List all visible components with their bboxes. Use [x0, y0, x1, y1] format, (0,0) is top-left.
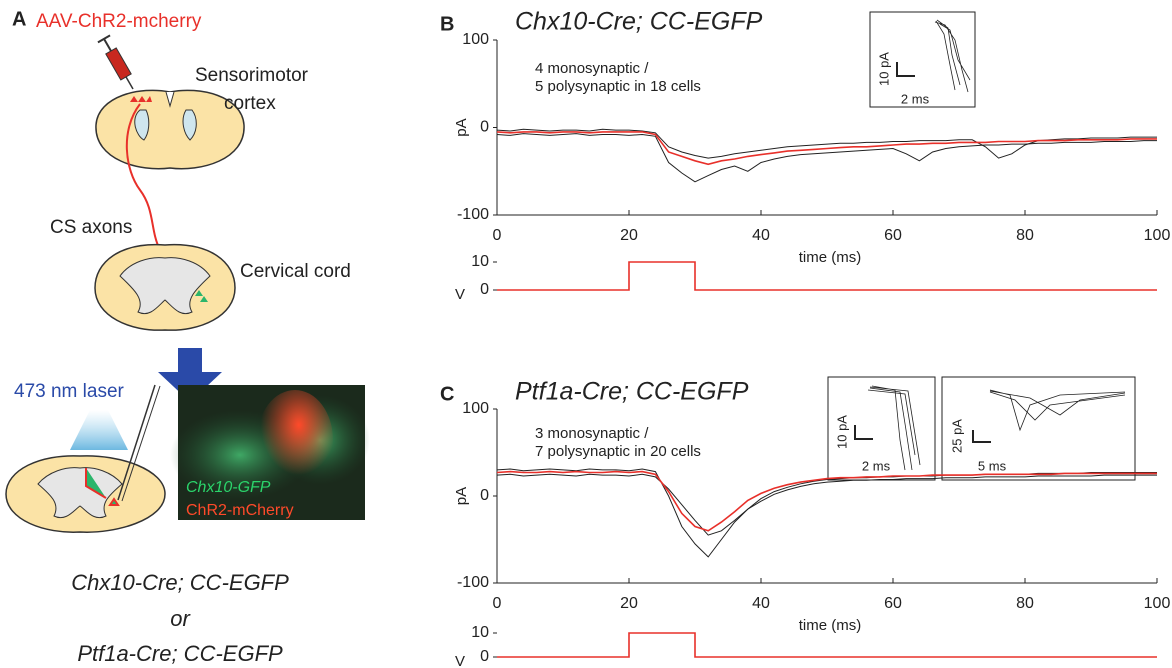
genotype: or — [170, 606, 191, 631]
y-axis-label: pA — [453, 487, 470, 505]
chart-title: Chx10-Cre; CC-EGFP — [515, 8, 763, 36]
panel-label: A — [12, 8, 26, 30]
x-tick-label: 20 — [620, 595, 638, 612]
panel-label: B — [440, 13, 454, 35]
x-tick-label: 80 — [1016, 227, 1034, 244]
inset — [827, 11, 1136, 481]
y-tick-label: -100 — [457, 574, 489, 591]
genotype: Ptf1a-Cre; CC-EGFP — [77, 641, 283, 666]
x-tick-label: 20 — [620, 227, 638, 244]
x-tick-label: 60 — [884, 595, 902, 612]
syringe — [97, 34, 134, 90]
y-tick-label: 0 — [480, 648, 489, 665]
y-tick-label: 100 — [462, 31, 489, 48]
x-axis-label: time (ms) — [799, 617, 862, 634]
x-tick-label: 40 — [752, 227, 770, 244]
y-tick-label: 0 — [480, 281, 489, 298]
image-label: Chx10-GFP — [186, 479, 271, 496]
annotation: 5 polysynaptic in 18 cells — [535, 78, 701, 95]
trace — [496, 473, 1157, 536]
x-tick-label: 0 — [493, 227, 502, 244]
cortex-label: Sensorimotor — [195, 65, 309, 86]
x-tick-label: 40 — [752, 595, 770, 612]
annotation: 3 monosynaptic / — [535, 425, 649, 442]
inset-y-scale: 10 pA — [834, 415, 849, 449]
trace — [497, 261, 1157, 291]
trace — [496, 133, 1157, 183]
y-tick-label: -100 — [457, 206, 489, 223]
inset-x-scale: 2 ms — [862, 458, 891, 473]
panel-a: A AAV-ChR2-mcherry Sensorimotor cortex C… — [5, 8, 370, 666]
x-tick-label: 0 — [493, 595, 502, 612]
inset-y-scale: 10 pA — [876, 52, 891, 86]
y-axis-label: V — [455, 286, 465, 303]
y-axis-label: V — [455, 653, 465, 668]
axons-label: CS axons — [50, 217, 132, 238]
annotation: 7 polysynaptic in 20 cells — [535, 443, 701, 460]
y-tick-label: 0 — [480, 119, 489, 136]
trace — [496, 131, 1157, 166]
annotation: 4 monosynaptic / — [535, 60, 649, 77]
brain-section — [95, 89, 245, 170]
x-tick-label: 100 — [1144, 227, 1171, 244]
trace — [496, 128, 1157, 159]
chart-title: Ptf1a-Cre; CC-EGFP — [515, 378, 749, 406]
trace — [496, 470, 1157, 532]
inset-x-scale: 5 ms — [978, 458, 1007, 473]
y-tick-label: 10 — [471, 624, 489, 641]
panel-label: C — [440, 383, 454, 405]
x-axis-label: time (ms) — [799, 249, 862, 266]
inset-y-scale: 25 pA — [949, 419, 964, 453]
virus-label: AAV-ChR2-mcherry — [36, 11, 202, 32]
cortex-label: cortex — [224, 93, 276, 114]
trace — [497, 632, 1157, 658]
laser-label: 473 nm laser — [14, 381, 125, 402]
genotype: Chx10-Cre; CC-EGFP — [71, 570, 289, 595]
x-tick-label: 100 — [1144, 595, 1171, 612]
y-tick-label: 0 — [480, 487, 489, 504]
x-tick-label: 60 — [884, 227, 902, 244]
y-tick-label: 10 — [471, 253, 489, 270]
image-label: ChR2-mCherry — [186, 502, 294, 519]
y-tick-label: 100 — [462, 400, 489, 417]
cord-label: Cervical cord — [240, 261, 351, 282]
y-axis-label: pA — [453, 118, 470, 136]
x-tick-label: 80 — [1016, 595, 1034, 612]
inset-x-scale: 2 ms — [901, 91, 930, 106]
trace — [496, 468, 1157, 558]
arrow — [158, 348, 222, 402]
